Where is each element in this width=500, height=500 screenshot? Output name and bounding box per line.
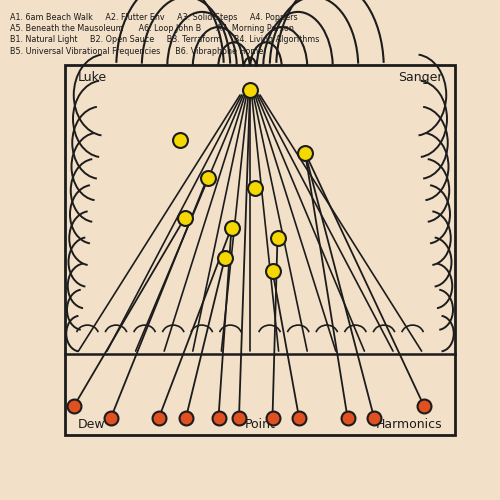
Text: A1. 6am Beach Walk     A2. Flutter Env     A3. Solid Steps     A4. Poppers: A1. 6am Beach Walk A2. Flutter Env A3. S… — [10, 12, 298, 22]
Point — [344, 414, 351, 422]
Point — [70, 402, 78, 410]
Point — [274, 234, 281, 241]
Point — [268, 414, 276, 422]
Point — [420, 402, 428, 410]
Point — [268, 267, 276, 275]
Point — [182, 414, 190, 422]
Point — [295, 414, 303, 422]
Text: Luke: Luke — [78, 71, 106, 84]
Point — [221, 254, 229, 262]
Point — [181, 214, 189, 222]
Text: A5. Beneath the Mausoleum      A6. Loop John B      A7. Morning Person: A5. Beneath the Mausoleum A6. Loop John … — [10, 24, 294, 33]
Point — [107, 414, 115, 422]
Point — [235, 414, 243, 422]
Point — [246, 86, 254, 94]
Point — [370, 414, 378, 422]
Text: Point: Point — [244, 418, 276, 431]
Point — [176, 136, 184, 144]
Point — [214, 414, 222, 422]
Point — [301, 148, 309, 156]
Point — [204, 174, 212, 182]
Point — [251, 184, 259, 192]
Text: Harmonics: Harmonics — [376, 418, 442, 431]
Point — [228, 224, 235, 232]
Text: Dew: Dew — [78, 418, 105, 431]
Bar — [65, 65, 455, 435]
Point — [155, 414, 163, 422]
Text: Sanger: Sanger — [398, 71, 442, 84]
Text: B5. Universal Vibrational Frequencies      B6. Vibraphone Home: B5. Universal Vibrational Frequencies B6… — [10, 47, 264, 56]
Text: B1. Natural Light     B2. Open Sauce     B3. Terraform     B4. Living Algorithms: B1. Natural Light B2. Open Sauce B3. Ter… — [10, 36, 320, 44]
